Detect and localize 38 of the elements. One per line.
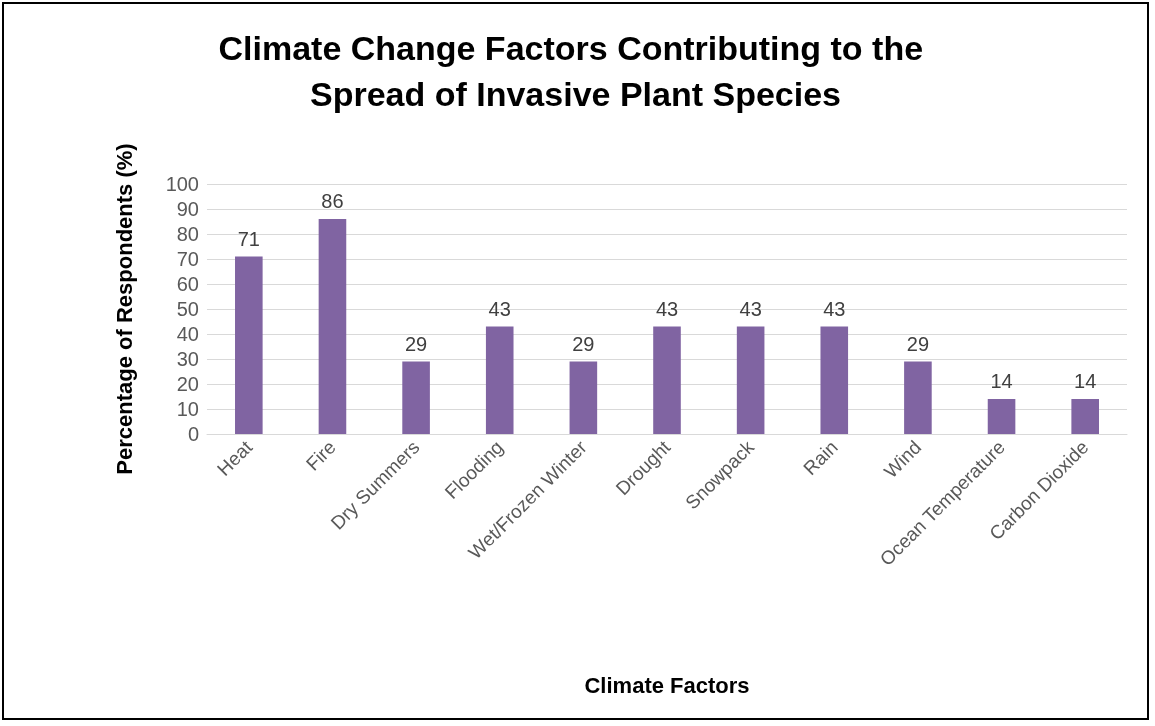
bar [987, 399, 1016, 434]
x-tick-label: Fire [301, 436, 340, 475]
y-tick-label: 30 [176, 348, 199, 370]
data-label: 29 [404, 332, 428, 355]
chart-title: Climate Change Factors Contributing to the Spread of Invasive Plant Species [218, 29, 933, 113]
bar [485, 326, 514, 434]
y-tick-label: 70 [176, 248, 199, 270]
bar [318, 219, 347, 434]
bar [653, 326, 681, 434]
x-axis-title: Climate Factors [584, 672, 750, 698]
data-label: 43 [823, 297, 846, 320]
bar [820, 326, 849, 434]
data-label: 14 [1074, 370, 1097, 392]
x-tick-label: Rain [799, 436, 842, 480]
bar [235, 256, 263, 434]
y-tick-label: 90 [176, 198, 199, 220]
bar [569, 361, 598, 434]
data-label: 71 [237, 227, 260, 250]
bar [904, 361, 932, 434]
data-label: 14 [990, 370, 1013, 392]
y-tick-label: 60 [176, 273, 199, 295]
data-label: 29 [906, 332, 930, 355]
bar [736, 326, 765, 434]
y-tick-label: 10 [176, 398, 199, 420]
data-label: 43 [655, 297, 679, 320]
y-tick-label: 20 [176, 373, 199, 395]
data-label: 43 [739, 297, 762, 320]
y-axis-title: Percentage of Respondents (%) [111, 143, 137, 475]
data-label: 43 [488, 297, 511, 320]
y-tick-label: 100 [165, 173, 199, 195]
data-label: 86 [321, 190, 344, 212]
bar [1071, 399, 1099, 434]
y-tick-label: 40 [176, 323, 199, 345]
bar [402, 361, 430, 434]
y-tick-label: 50 [176, 298, 199, 320]
y-tick-label: 0 [187, 423, 199, 445]
y-tick-label: 80 [176, 223, 199, 245]
data-label: 29 [572, 332, 595, 355]
